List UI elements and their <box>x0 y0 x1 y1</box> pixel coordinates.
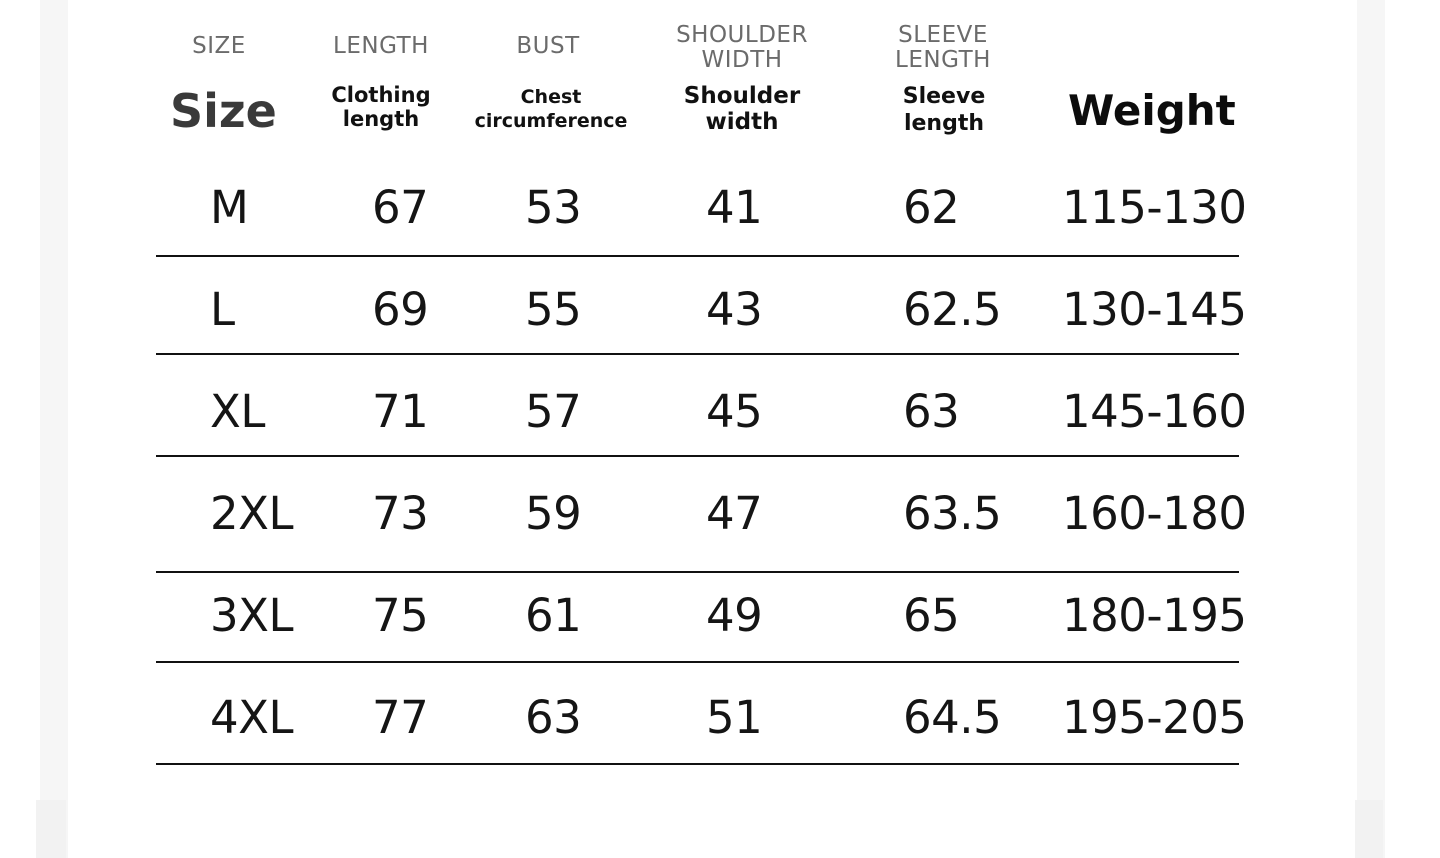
shoulder-header-cn: Shoulder width <box>683 83 801 135</box>
row-divider <box>156 571 1239 573</box>
bust-cell: 61 <box>525 589 582 642</box>
shoulder-cell: 49 <box>706 589 763 642</box>
sleeve-header-cn: Sleeve length <box>902 84 986 136</box>
weight-cell: 195-205 <box>1062 691 1247 744</box>
shoulder-header-en: SHOULDER WIDTH <box>676 22 808 73</box>
length-cell: 73 <box>372 487 429 540</box>
weight-header: Weight <box>1068 86 1236 135</box>
row-divider <box>156 353 1239 355</box>
right-border-corner <box>1355 800 1383 858</box>
left-border-corner <box>36 800 66 858</box>
shoulder-cell: 45 <box>706 385 763 438</box>
bust-cell: 55 <box>525 283 582 336</box>
length-cell: 67 <box>372 181 429 234</box>
row-divider <box>156 455 1239 457</box>
row-divider <box>156 255 1239 257</box>
weight-cell: 115-130 <box>1062 181 1247 234</box>
bust-cell: 57 <box>525 385 582 438</box>
sleeve-cell: 63.5 <box>903 487 1002 540</box>
sleeve-cell: 64.5 <box>903 691 1002 744</box>
sleeve-header-en: SLEEVE LENGTH <box>895 22 991 73</box>
size-cell: XL <box>210 385 265 438</box>
length-header-cn: Clothing length <box>331 83 431 131</box>
length-cell: 69 <box>372 283 429 336</box>
shoulder-cell: 47 <box>706 487 763 540</box>
weight-cell: 145-160 <box>1062 385 1247 438</box>
weight-cell: 130-145 <box>1062 283 1247 336</box>
length-cell: 71 <box>372 385 429 438</box>
size-header-cn: Size <box>170 84 277 138</box>
row-divider <box>156 661 1239 663</box>
right-border-strip <box>1357 0 1385 858</box>
size-cell: L <box>210 283 235 336</box>
shoulder-cell: 41 <box>706 181 763 234</box>
bust-cell: 63 <box>525 691 582 744</box>
weight-cell: 160-180 <box>1062 487 1247 540</box>
sleeve-cell: 62 <box>903 181 960 234</box>
row-divider <box>156 763 1239 765</box>
length-cell: 77 <box>372 691 429 744</box>
bust-cell: 59 <box>525 487 582 540</box>
size-cell: 2XL <box>210 487 294 540</box>
shoulder-cell: 51 <box>706 691 763 744</box>
sleeve-cell: 62.5 <box>903 283 1002 336</box>
weight-cell: 180-195 <box>1062 589 1247 642</box>
bust-header-en: BUST <box>516 33 580 59</box>
length-cell: 75 <box>372 589 429 642</box>
shoulder-cell: 43 <box>706 283 763 336</box>
size-cell: 3XL <box>210 589 294 642</box>
size-cell: M <box>210 181 249 234</box>
size-header-en: SIZE <box>192 33 246 59</box>
sleeve-cell: 65 <box>903 589 960 642</box>
left-border-strip <box>40 0 68 858</box>
size-cell: 4XL <box>210 691 294 744</box>
length-header-en: LENGTH <box>333 33 429 59</box>
bust-cell: 53 <box>525 181 582 234</box>
sleeve-cell: 63 <box>903 385 960 438</box>
bust-header-cn: Chest circumference <box>474 86 628 132</box>
